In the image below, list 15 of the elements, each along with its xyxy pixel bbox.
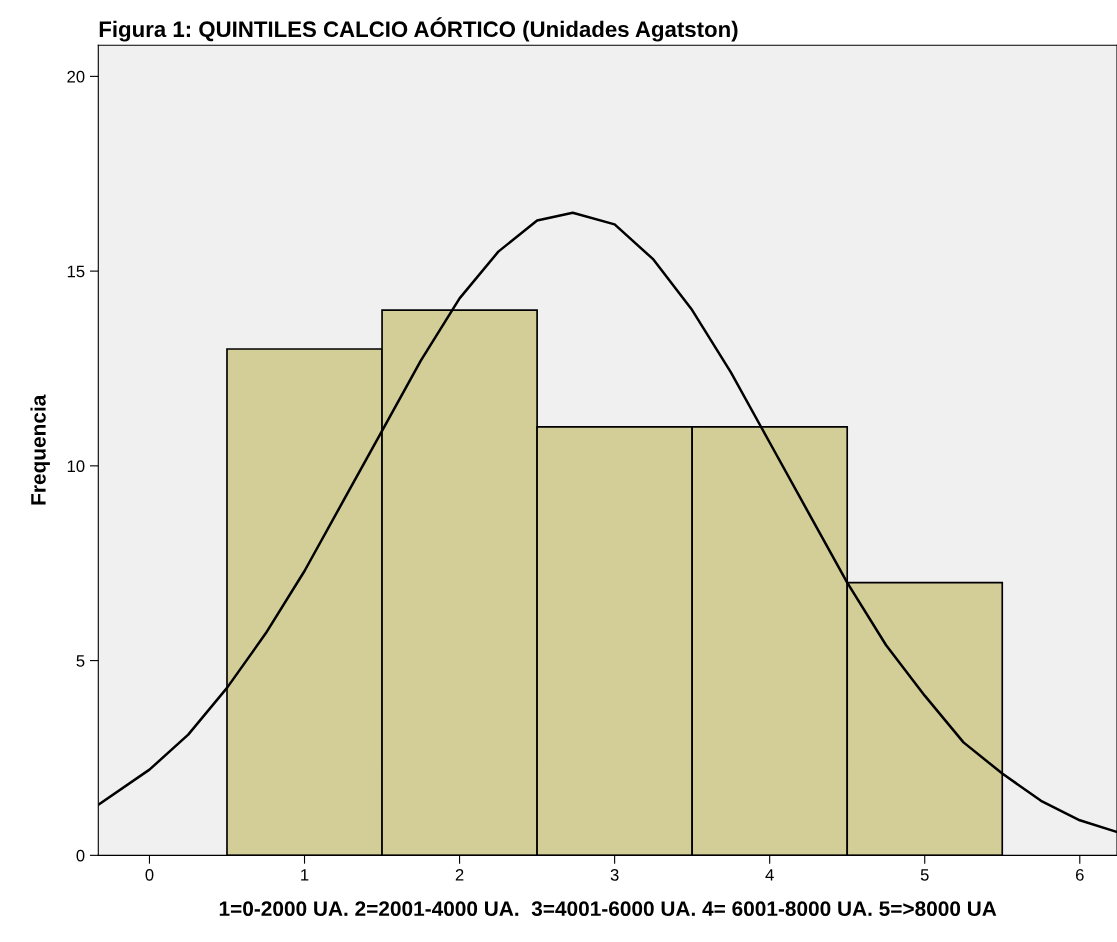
y-axis-title: Frequencia bbox=[30, 394, 50, 505]
x-tick-label: 2 bbox=[455, 868, 464, 881]
y-tick-label: 10 bbox=[67, 460, 85, 473]
x-tick-label: 4 bbox=[765, 869, 774, 881]
y-tick-label: 5 bbox=[76, 655, 85, 667]
y-tick-label: 0 bbox=[76, 849, 85, 862]
x-axis-title: 1=0-2000 UA. 2=2001-4000 UA. 3=4001-6000 UA. 4= 6001-8000 UA. 5=>8000 UA bbox=[219, 901, 997, 917]
chart-title: Figura 1: QUINTILES CALCIO AÓRTICO (Unidades Agatston) bbox=[99, 17, 738, 42]
y-tick-label: 20 bbox=[67, 70, 85, 83]
x-tick-label: 5 bbox=[920, 869, 929, 881]
y-tick-label: 15 bbox=[67, 265, 85, 278]
x-tick-label: 6 bbox=[1076, 868, 1084, 881]
x-tick-label: 0 bbox=[145, 868, 154, 881]
x-tick-label: 3 bbox=[610, 868, 619, 881]
x-tick-label: 1 bbox=[301, 869, 309, 881]
